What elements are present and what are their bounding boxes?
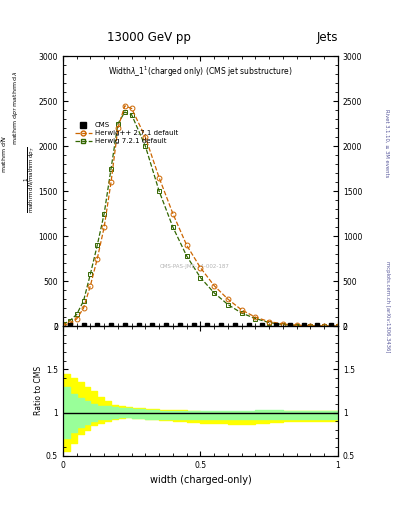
Text: $\dfrac{1}{\mathrm{mathrm\,d}N/\mathrm{mathrm\,d}p_T}$: $\dfrac{1}{\mathrm{mathrm\,d}N/\mathrm{m… xyxy=(22,146,37,212)
Text: Width$\lambda$_1$^1$(charged only) (CMS jet substructure): Width$\lambda$_1$^1$(charged only) (CMS … xyxy=(108,65,293,79)
Text: $\mathrm{mathrm\,d}^2\!N$: $\mathrm{mathrm\,d}^2\!N$ xyxy=(0,134,9,173)
X-axis label: width (charged-only): width (charged-only) xyxy=(150,475,251,485)
Text: mcplots.cern.ch [arXiv:1306.3436]: mcplots.cern.ch [arXiv:1306.3436] xyxy=(385,262,389,353)
Text: $\mathrm{mathrm\,d}\,p_T\,\mathrm{mathrm\,d}\,\lambda$: $\mathrm{mathrm\,d}\,p_T\,\mathrm{mathrm… xyxy=(11,70,20,145)
Text: Jets: Jets xyxy=(316,31,338,44)
Y-axis label: Ratio to CMS: Ratio to CMS xyxy=(34,367,43,415)
Text: CMS-PAS-JME-14-002-187: CMS-PAS-JME-14-002-187 xyxy=(160,264,230,269)
Text: Rivet 3.1.10, ≥ 3M events: Rivet 3.1.10, ≥ 3M events xyxy=(385,109,389,178)
Legend: CMS, Herwig++ 2.7.1 default, Herwig 7.2.1 default: CMS, Herwig++ 2.7.1 default, Herwig 7.2.… xyxy=(72,119,181,147)
Text: 13000 GeV pp: 13000 GeV pp xyxy=(107,31,191,44)
